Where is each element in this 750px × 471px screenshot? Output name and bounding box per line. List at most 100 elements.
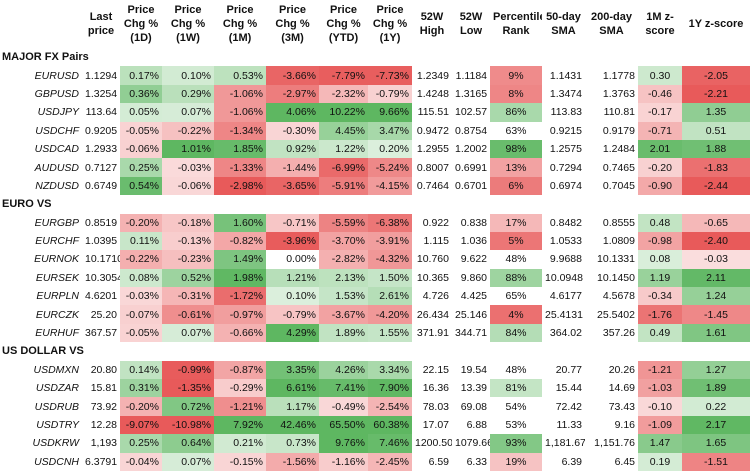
table-cell: -1.06%	[214, 84, 266, 104]
table-row: USDZAR 15.81 0.31% -1.35% -0.29% 6.61% 7.41% 7.…	[0, 379, 750, 398]
table-cell: 10.22%	[319, 103, 368, 122]
table-cell: -1.45	[682, 305, 750, 324]
table-cell: 13.39	[460, 382, 487, 395]
table-cell: -0.97%	[214, 305, 266, 324]
table-cell: 0.9472	[416, 124, 449, 137]
table-cell: -1.21	[638, 360, 682, 380]
header-cell-2: Price Chg % (1D)	[123, 4, 159, 44]
table-cell: -5.91%	[319, 176, 368, 196]
table-cell: 0.7045	[602, 179, 635, 192]
header-cell-6: Price Chg % (YTD)	[326, 4, 361, 44]
table-cell: 6.59	[428, 455, 449, 468]
table-cell: 0.36%	[120, 84, 162, 104]
table-row: EURPLN 4.6201 -0.03% -0.31% -1.72% 0.10% 1.53%…	[0, 287, 750, 306]
table-cell: 0.838	[460, 216, 487, 229]
table-cell: -7.73%	[368, 66, 412, 85]
table-cell: -0.34	[638, 287, 682, 306]
table-cell: 0.14%	[120, 360, 162, 380]
table-cell: 60.38%	[368, 415, 412, 435]
table-cell: -9.07%	[120, 415, 162, 435]
table-cell: 0.8482	[549, 216, 582, 229]
section-header: EURO VS	[0, 195, 750, 213]
table-cell: 1.2933	[85, 143, 118, 156]
table-cell: 1.17%	[266, 397, 319, 416]
header-cell-0	[0, 0, 82, 48]
header-cell-7: Price Chg % (1Y)	[372, 4, 408, 44]
pair-name: USDCHF	[35, 124, 79, 137]
table-cell: 65%	[505, 290, 527, 303]
table-cell: 1.2484	[602, 143, 635, 156]
table-cell: 1079.66	[455, 437, 490, 450]
table-cell: -0.82%	[214, 231, 266, 251]
table-cell: 1.2955	[416, 143, 449, 156]
table-cell: 4.6177	[549, 290, 582, 303]
table-cell: -0.18%	[162, 213, 214, 232]
pair-name: EURUSD	[34, 69, 79, 82]
table-cell: -3.91%	[368, 231, 412, 251]
table-cell: 10.1331	[597, 253, 635, 266]
table-cell: -2.32%	[319, 84, 368, 104]
table-cell: 1.89	[682, 379, 750, 398]
table-row: USDKRW 1,193 0.25% 0.64% 0.21% 0.73% 9.76% 7.46…	[0, 434, 750, 453]
table-cell: 1.1431	[549, 69, 582, 82]
table-cell: 344.71	[455, 327, 488, 340]
table-cell: 25.20	[90, 308, 117, 321]
table-cell: 12.28	[90, 419, 117, 431]
table-cell: -0.10	[638, 397, 682, 416]
table-cell: 6.33	[466, 455, 487, 468]
table-cell: -2.98%	[214, 176, 266, 196]
table-cell: -3.96%	[266, 231, 319, 251]
table-row: USDTRY 12.28 -9.07% -10.98% 7.92% 42.46% 65.50…	[0, 415, 750, 435]
pair-name: USDRUB	[34, 400, 79, 413]
table-cell: 0.92%	[266, 139, 319, 159]
table-cell: 2.13%	[319, 268, 368, 288]
table-cell: 6.39	[561, 455, 582, 468]
table-cell: 0.31%	[120, 379, 162, 398]
table-cell: -0.07%	[120, 305, 162, 324]
pair-name: NZDUSD	[35, 179, 79, 192]
table-cell: -2.21	[682, 84, 750, 104]
table-cell: -2.44	[682, 176, 750, 196]
table-cell: 19%	[490, 452, 542, 471]
table-row: USDMXN 20.80 0.14% -0.99% -0.87% 3.35% 4.26% 3.…	[0, 360, 750, 380]
table-cell: 6%	[490, 176, 542, 196]
table-cell: 73.43	[608, 400, 635, 413]
table-cell: 25.4131	[545, 308, 583, 321]
table-cell: 4.6201	[85, 290, 118, 303]
table-cell: 9.860	[460, 271, 487, 284]
table-cell: 63%	[505, 124, 527, 137]
table-cell: -0.49%	[319, 397, 368, 416]
table-cell: -10.98%	[162, 415, 214, 435]
table-cell: 93%	[490, 434, 542, 453]
table-cell: 0.49	[638, 323, 682, 343]
table-cell: 102.57	[455, 106, 488, 119]
table-cell: 1.0395	[85, 235, 118, 248]
table-cell: -7.79%	[319, 66, 368, 85]
table-cell: 65.50%	[319, 415, 368, 435]
table-cell: -1.72%	[214, 287, 266, 306]
table-cell: -3.66%	[266, 66, 319, 85]
table-cell: 1,193	[90, 437, 117, 450]
table-cell: 7.41%	[319, 379, 368, 398]
table-cell: -2.97%	[266, 84, 319, 104]
table-cell: -1.06%	[214, 103, 266, 122]
table-cell: 10.3054	[85, 271, 120, 284]
table-cell: -0.29%	[214, 379, 266, 398]
table-cell: -2.54%	[368, 397, 412, 416]
table-cell: 0.7294	[549, 161, 582, 174]
table-cell: 0.52%	[162, 268, 214, 288]
table-cell: -2.40	[682, 231, 750, 251]
table-cell: 0.30	[638, 66, 682, 85]
table-cell: 16.36	[422, 382, 449, 395]
header-row: Last price Price Chg % (1D) Price Chg % …	[0, 0, 750, 48]
table-cell: -1.83	[682, 158, 750, 177]
pair-name: GBPUSD	[34, 87, 79, 100]
table-cell: 1.21%	[266, 268, 319, 288]
table-cell: 0.07%	[162, 323, 214, 343]
table-cell: -0.22%	[120, 250, 162, 269]
table-cell: 1.89%	[319, 323, 368, 343]
pair-name: EURPLN	[36, 290, 79, 303]
table-row: EURCZK 25.20 -0.07% -0.61% -0.97% -0.79% -3.67…	[0, 305, 750, 324]
table-cell: 9.16	[614, 419, 635, 431]
table-cell: 1,151.76	[594, 437, 635, 450]
